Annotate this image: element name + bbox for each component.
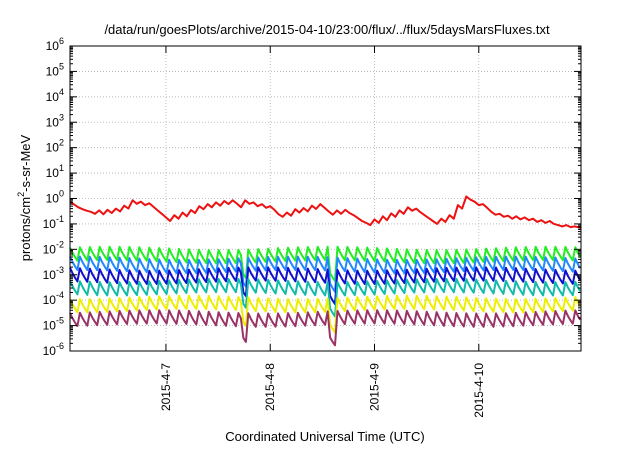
y-tick-label: 103 — [46, 112, 64, 129]
series-line-5 — [69, 294, 582, 334]
y-tick-label: 10-2 — [43, 239, 64, 256]
chart-title: /data/run/goesPlots/archive/2015-04-10/2… — [104, 22, 550, 37]
y-tick-exponent: 3 — [59, 112, 64, 122]
y-tick-exponent: 0 — [59, 189, 64, 199]
x-axis-ticks: 2015-4-7 2015-4-8 2015-4-9 2015-4-10 — [159, 46, 486, 418]
y-axis-ticks: 10-610-510-410-310-210-11001011021031041… — [43, 36, 581, 358]
y-tick-label: 10-3 — [43, 265, 64, 282]
y-tick-label: 105 — [46, 61, 64, 78]
y-tick-base: 10 — [46, 39, 60, 53]
x-tick-label: 2015-4-7 — [159, 363, 173, 411]
x-axis-label: Coordinated Universal Time (UTC) — [225, 429, 424, 444]
y-tick-label: 104 — [46, 87, 64, 104]
y-tick-label: 10-6 — [43, 341, 64, 358]
x-tick-label: 2015-4-8 — [263, 363, 277, 411]
y-tick-exponent: -6 — [56, 341, 64, 351]
series-line-2 — [69, 255, 582, 293]
y-tick-label: 10-1 — [43, 214, 64, 231]
y-tick-base: 10 — [43, 293, 57, 307]
y-tick-base: 10 — [43, 268, 57, 282]
y-tick-exponent: -5 — [56, 316, 64, 326]
series-line-1 — [69, 245, 582, 282]
y-tick-base: 10 — [46, 192, 60, 206]
y-tick-base: 10 — [46, 90, 60, 104]
y-tick-label: 106 — [46, 36, 64, 53]
y-tick-base: 10 — [43, 319, 57, 333]
y-tick-exponent: 4 — [59, 87, 64, 97]
series-layer — [69, 195, 582, 347]
y-tick-exponent: -1 — [56, 214, 64, 224]
series-line-3 — [69, 266, 582, 306]
y-tick-base: 10 — [43, 344, 57, 358]
y-tick-base: 10 — [46, 166, 60, 180]
series-line-6 — [69, 309, 582, 347]
y-tick-exponent: 6 — [59, 36, 64, 46]
y-tick-label: 10-4 — [43, 290, 64, 307]
y-tick-base: 10 — [46, 64, 60, 78]
series-line-0 — [69, 195, 582, 229]
y-tick-base: 10 — [46, 141, 60, 155]
y-tick-exponent: -2 — [56, 239, 64, 249]
y-axis-label: protons/cm2-s-sr-MeV — [16, 134, 33, 261]
y-tick-base: 10 — [43, 242, 57, 256]
y-axis-label-part-2: -s-sr-MeV — [18, 134, 33, 191]
y-tick-base: 10 — [46, 115, 60, 129]
y-tick-exponent: 2 — [59, 138, 64, 148]
y-tick-exponent: -3 — [56, 265, 64, 275]
y-tick-exponent: 5 — [59, 61, 64, 71]
y-axis-label-superscript: 2 — [16, 192, 26, 197]
y-tick-base: 10 — [43, 217, 57, 231]
y-tick-label: 10-5 — [43, 316, 64, 333]
y-axis-label-part-1: protons/cm — [18, 197, 33, 261]
y-tick-label: 101 — [46, 163, 64, 180]
x-tick-label: 2015-4-10 — [472, 363, 486, 418]
y-tick-label: 100 — [46, 189, 64, 206]
y-tick-exponent: 1 — [59, 163, 64, 173]
x-tick-label: 2015-4-9 — [368, 363, 382, 411]
series-line-4 — [69, 277, 582, 318]
y-tick-exponent: -4 — [56, 290, 64, 300]
y-tick-label: 102 — [46, 138, 64, 155]
